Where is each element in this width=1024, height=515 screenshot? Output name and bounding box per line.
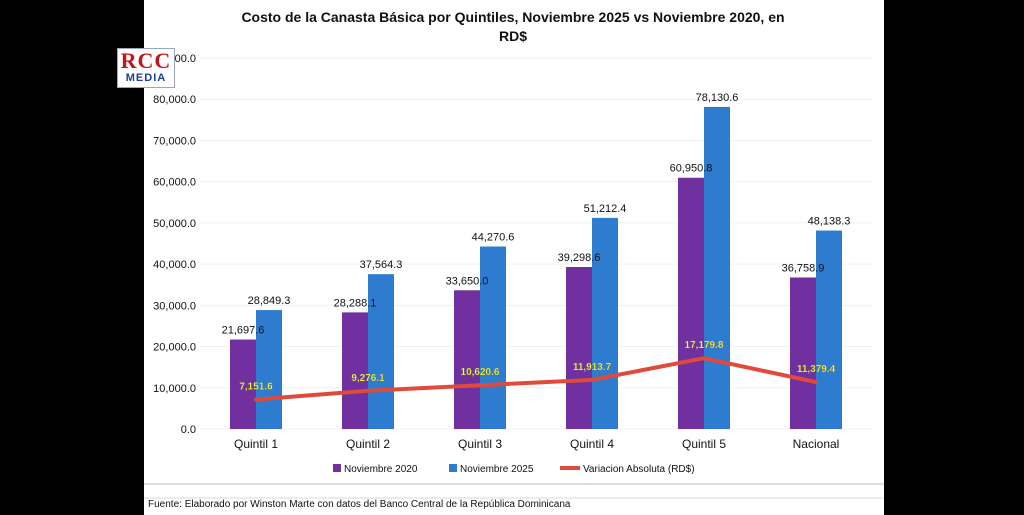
x-tick-label: Quintil 2 [346, 437, 390, 451]
chart-title-line1: Costo de la Canasta Básica por Quintiles… [241, 9, 784, 25]
bar-value-label: 51,212.4 [584, 203, 627, 215]
legend-swatch [449, 464, 457, 472]
y-axis: 0.0 10,000.0 20,000.0 30,000.0 40,000.0 50,00… [153, 53, 196, 436]
y-tick-label: 30,000.0 [153, 300, 196, 312]
bar-nov-2025 [704, 106, 730, 429]
x-tick-label: Quintil 4 [570, 437, 614, 451]
bar-nov-2020 [790, 277, 816, 429]
bar-value-label: 28,849.3 [248, 295, 291, 307]
bar-nov-2020 [678, 177, 704, 429]
chart-title-line2: RD$ [499, 28, 527, 44]
bar-nov-2020 [454, 290, 480, 429]
x-tick-label: Quintil 5 [682, 437, 726, 451]
rcc-media-logo: RCC MEDIA [117, 48, 175, 88]
bars [230, 106, 842, 429]
y-tick-label: 40,000.0 [153, 259, 196, 271]
bar-value-label: 37,564.3 [360, 259, 403, 271]
logo-bottom-text: MEDIA [125, 72, 167, 84]
variation-line-path [254, 356, 818, 402]
legend: Noviembre 2020 Noviembre 2025 Variacion Ab… [333, 464, 695, 475]
variation-value-label: 9,276.1 [351, 373, 385, 384]
bar-value-label: 21,697.6 [222, 325, 265, 337]
y-tick-label: 80,000.0 [153, 94, 196, 106]
y-tick-label: 10,000.0 [153, 383, 196, 395]
legend-swatch [333, 464, 341, 472]
bar-nov-2025 [480, 246, 506, 429]
gridlines [200, 57, 872, 430]
source-note: Fuente: Elaborado por Winston Marte con … [148, 499, 571, 510]
bar-value-label: 78,130.6 [696, 92, 739, 104]
variation-value-label: 11,913.7 [573, 362, 612, 373]
source-area: Fuente: Elaborado por Winston Marte con … [144, 483, 884, 510]
variation-value-label: 7,151.6 [239, 382, 273, 393]
x-tick-label: Quintil 1 [234, 437, 278, 451]
variation-line [254, 356, 818, 402]
y-tick-label: 20,000.0 [153, 342, 196, 354]
bar-value-label: 44,270.6 [472, 232, 515, 244]
variation-value-label: 10,620.6 [461, 367, 500, 378]
variation-value-label: 17,179.8 [685, 340, 724, 351]
y-tick-label: 60,000.0 [153, 177, 196, 189]
bar-nov-2020 [342, 312, 368, 429]
bar-value-label: 36,758.9 [782, 262, 825, 274]
variation-value-label: 11,379.4 [797, 364, 836, 375]
data-labels: 21,697.6 28,288.1 33,650.0 39,298.6 60,950.8… [222, 92, 851, 393]
x-axis: Quintil 1 Quintil 2 Quintil 3 Quintil 4 Quin… [234, 437, 839, 451]
y-tick-label: 0.0 [181, 424, 196, 436]
bar-value-label: 60,950.8 [670, 163, 713, 175]
bar-nov-2020 [230, 339, 256, 429]
x-tick-label: Nacional [793, 437, 840, 451]
bar-nov-2025 [368, 274, 394, 429]
bar-value-label: 48,138.3 [808, 216, 851, 228]
y-tick-label: 50,000.0 [153, 218, 196, 230]
legend-label: Noviembre 2025 [460, 464, 534, 475]
legend-label: Noviembre 2020 [344, 464, 418, 475]
bar-value-label: 39,298.6 [558, 252, 601, 264]
bar-nov-2025 [816, 230, 842, 429]
y-tick-label: 70,000.0 [153, 135, 196, 147]
legend-label: Variacion Absoluta (RD$) [583, 464, 695, 475]
bar-value-label: 33,650.0 [446, 275, 489, 287]
bar-nov-2020 [566, 267, 592, 429]
bar-nov-2025 [256, 310, 282, 429]
x-tick-label: Quintil 3 [458, 437, 502, 451]
bar-value-label: 28,288.1 [334, 297, 377, 309]
logo-top-text: RCC [120, 48, 172, 73]
bar-nov-2025 [592, 217, 618, 429]
